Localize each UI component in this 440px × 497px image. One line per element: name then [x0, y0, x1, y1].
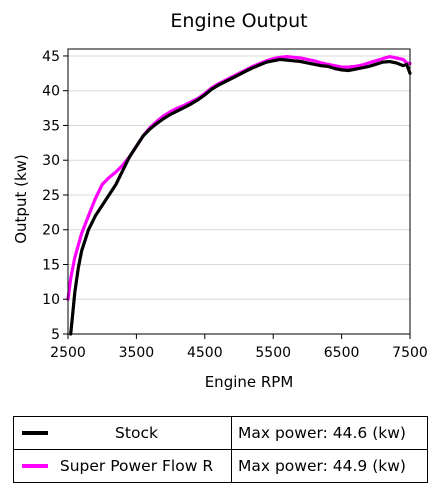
legend-row-super-power-flow-r: Super Power Flow R Max power: 44.9 (kw): [13, 449, 428, 483]
legend-series-name: Stock: [115, 424, 158, 442]
series-lines: [66, 55, 412, 336]
legend-series-cell: Super Power Flow R: [13, 449, 232, 483]
y-tick-label: 5: [51, 327, 60, 343]
legend-series-name: Super Power Flow R: [59, 457, 214, 475]
engine-output-chart: Engine Output 5 10 15 20 25 30 35 40 45 2500 3500 4…: [12, 10, 428, 391]
x-tick-label: 3500: [119, 345, 155, 361]
stock-series-line: [69, 57, 412, 336]
y-tick-label: 35: [42, 118, 60, 134]
y-tick-label: 25: [42, 188, 60, 204]
x-tick-label: 6500: [324, 345, 360, 361]
legend-table: Stock Max power: 44.6 (kw) Super Power F…: [13, 416, 428, 483]
plot-area-frame: [67, 48, 411, 335]
super-power-flow-r-line-swatch: [22, 464, 48, 468]
y-tick-label: 45: [42, 49, 60, 65]
y-tick-label: 20: [42, 223, 60, 239]
x-tick-label: 2500: [50, 345, 86, 361]
x-axis-label: Engine RPM: [205, 373, 294, 391]
x-tick-label: 4500: [187, 345, 223, 361]
y-axis-label: Output (kw): [12, 154, 30, 244]
legend-max-power: Max power: 44.6 (kw): [231, 416, 428, 450]
legend-series-cell: Stock: [13, 416, 232, 450]
legend-row-stock: Stock Max power: 44.6 (kw): [13, 416, 428, 450]
y-tick-label: 30: [42, 153, 60, 169]
y-tick-label: 10: [42, 292, 60, 308]
x-tick-label: 7500: [392, 345, 428, 361]
legend-max-power: Max power: 44.9 (kw): [231, 449, 428, 483]
axis-ticks: 5 10 15 20 25 30 35 40 45 2500 3500 4500 5500 6500 750…: [42, 49, 428, 361]
stock-line-swatch: [22, 431, 48, 435]
y-tick-label: 15: [42, 257, 60, 273]
y-tick-label: 40: [42, 84, 60, 100]
chart-title: Engine Output: [170, 10, 307, 32]
x-tick-label: 5500: [255, 345, 291, 361]
